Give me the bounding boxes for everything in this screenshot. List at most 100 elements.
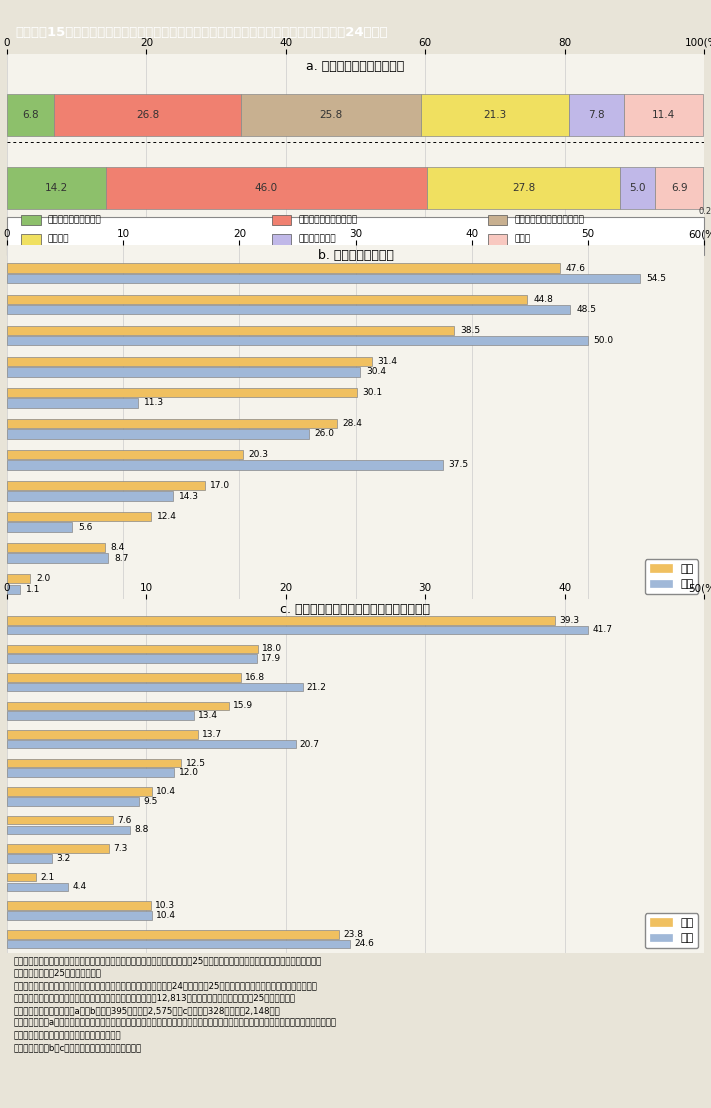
Bar <box>7 326 454 335</box>
Text: 会社や団体の常勤役員: 会社や団体の常勤役員 <box>48 215 101 224</box>
Bar <box>7 873 36 882</box>
Bar <box>7 825 129 834</box>
Text: 13.4: 13.4 <box>198 711 218 720</box>
Bar <box>7 398 139 408</box>
Text: Ｉ－特－15図　起業者の開業直前の職業，開業動機，開業時の支援ニーズ（男女別，平成24年度）: Ｉ－特－15図 起業者の開業直前の職業，開業動機，開業時の支援ニーズ（男女別，平… <box>16 27 388 39</box>
Text: 20.7: 20.7 <box>300 740 320 749</box>
Bar <box>7 769 174 777</box>
Bar <box>7 523 72 532</box>
Text: 39.3: 39.3 <box>559 616 579 625</box>
Bar <box>7 585 20 594</box>
Bar <box>7 264 560 273</box>
Text: 12.4: 12.4 <box>157 512 177 521</box>
Text: 11.4: 11.4 <box>652 111 675 121</box>
Text: 7.6: 7.6 <box>117 815 132 824</box>
Bar <box>7 940 350 948</box>
Text: 8.7: 8.7 <box>114 554 128 563</box>
Bar <box>7 626 588 634</box>
FancyBboxPatch shape <box>488 215 508 225</box>
Text: 21.3: 21.3 <box>483 111 507 121</box>
Text: c. 開業時にあったらよかったと思う支援策: c. 開業時にあったらよかったと思う支援策 <box>281 603 430 616</box>
Bar <box>241 94 421 136</box>
Text: 26.8: 26.8 <box>137 111 159 121</box>
Legend: 女性, 男性: 女性, 男性 <box>645 560 698 594</box>
Text: 30.4: 30.4 <box>366 368 386 377</box>
Bar <box>7 367 360 377</box>
Text: 17.0: 17.0 <box>210 481 230 490</box>
Bar <box>7 740 296 749</box>
Text: b. 起業者の開業動機: b. 起業者の開業動機 <box>318 249 393 261</box>
Text: 13.7: 13.7 <box>202 730 223 739</box>
Text: 0.2: 0.2 <box>698 207 711 216</box>
FancyBboxPatch shape <box>488 234 508 245</box>
Text: 17.9: 17.9 <box>261 654 281 663</box>
Text: 10.4: 10.4 <box>156 787 176 796</box>
Bar <box>7 911 152 920</box>
Text: 54.5: 54.5 <box>646 274 665 284</box>
FancyBboxPatch shape <box>7 217 704 255</box>
Bar <box>7 797 139 806</box>
Text: 10.4: 10.4 <box>156 911 176 920</box>
Text: a. 起業者の開業直前の職業: a. 起業者の開業直前の職業 <box>306 60 405 73</box>
Text: 12.5: 12.5 <box>186 759 205 768</box>
Bar <box>7 357 372 366</box>
Bar <box>7 616 555 625</box>
Bar <box>7 460 442 470</box>
Text: 4.4: 4.4 <box>73 882 87 892</box>
Bar <box>7 815 113 824</box>
Text: 8.8: 8.8 <box>134 825 149 834</box>
Text: 31.4: 31.4 <box>378 357 397 366</box>
Text: 15.9: 15.9 <box>233 701 253 710</box>
Bar <box>7 654 257 663</box>
Text: 47.6: 47.6 <box>566 264 586 273</box>
Text: 正社員・職員（管理職）: 正社員・職員（管理職） <box>299 215 358 224</box>
Text: 28.4: 28.4 <box>343 419 363 428</box>
Text: 6.9: 6.9 <box>671 183 688 193</box>
Bar <box>7 883 68 891</box>
Text: 44.8: 44.8 <box>533 295 553 304</box>
Text: 38.5: 38.5 <box>460 326 480 335</box>
Text: 16.8: 16.8 <box>245 673 265 681</box>
Bar <box>7 388 357 397</box>
Bar <box>7 645 258 653</box>
Bar <box>620 167 655 209</box>
Text: 12.0: 12.0 <box>178 768 198 777</box>
Bar <box>7 759 181 768</box>
Text: 41.7: 41.7 <box>592 626 612 635</box>
Legend: 女性, 男性: 女性, 男性 <box>645 913 698 947</box>
Text: 21.2: 21.2 <box>306 683 326 691</box>
Text: 10.3: 10.3 <box>155 901 175 911</box>
Text: 5.6: 5.6 <box>78 523 92 532</box>
Bar <box>7 930 338 938</box>
Bar <box>7 512 151 521</box>
Text: 25.8: 25.8 <box>319 111 343 121</box>
Text: 46.0: 46.0 <box>255 183 278 193</box>
Text: 50.0: 50.0 <box>594 337 614 346</box>
Bar <box>7 673 241 681</box>
FancyBboxPatch shape <box>21 234 41 245</box>
Bar <box>7 902 151 910</box>
FancyBboxPatch shape <box>272 215 292 225</box>
Bar <box>7 844 109 853</box>
Bar <box>7 683 303 691</box>
Text: 14.3: 14.3 <box>179 492 199 501</box>
Text: （備考）１．株式会社日本政策金融公庫総合研究所「女性起業家の開業～平成25年度新規開業実態調査（特別調査）の結果から～」
　　　　　（平成25年）より作成。
　: （備考）１．株式会社日本政策金融公庫総合研究所「女性起業家の開業～平成25年度新… <box>14 956 337 1053</box>
Bar <box>7 336 588 346</box>
Text: 6.8: 6.8 <box>23 111 39 121</box>
Text: 30.1: 30.1 <box>363 388 383 397</box>
Bar <box>7 295 528 304</box>
Text: 27.8: 27.8 <box>512 183 535 193</box>
Bar <box>570 94 624 136</box>
Bar <box>7 481 205 490</box>
Bar <box>624 94 703 136</box>
Text: 26.0: 26.0 <box>315 430 335 439</box>
Text: 18.0: 18.0 <box>262 645 282 654</box>
Text: 2.1: 2.1 <box>41 873 55 882</box>
Bar <box>7 701 229 710</box>
FancyBboxPatch shape <box>272 234 292 245</box>
Text: 48.5: 48.5 <box>576 305 596 315</box>
Bar <box>421 94 570 136</box>
Text: 9.5: 9.5 <box>144 797 158 806</box>
Bar <box>7 450 243 459</box>
Text: 2.0: 2.0 <box>36 574 50 583</box>
